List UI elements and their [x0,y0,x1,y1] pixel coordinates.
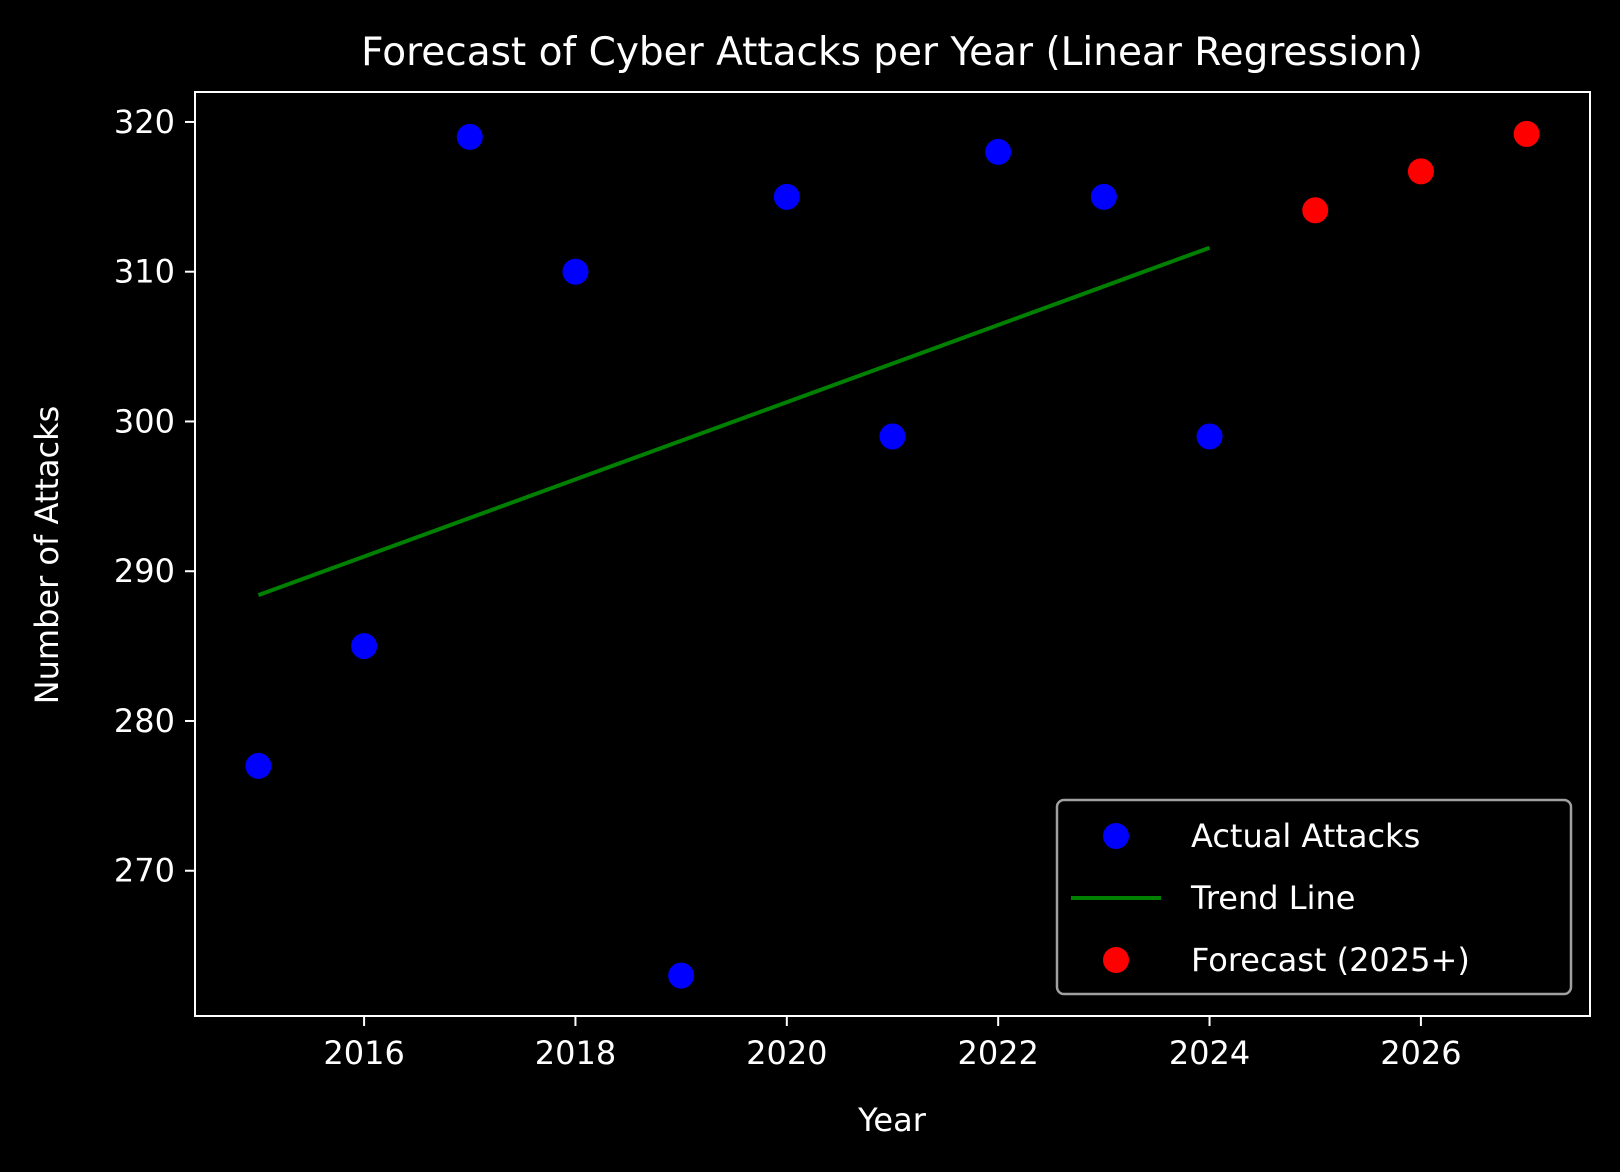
x-tick-label-2026: 2026 [1380,1034,1461,1072]
y-tick-label-280: 280 [114,702,175,740]
legend: Actual Attacks Trend Line Forecast (2025+) [1055,798,1573,996]
y-tick-label-290: 290 [114,552,175,590]
actual-point-2020 [773,183,800,210]
actual-point-2017 [456,123,483,150]
forecast-point-2026 [1407,158,1434,185]
actual-point-2024 [1196,423,1223,450]
axes-frame [194,91,1591,1017]
legend-forecast-marker [1103,947,1129,973]
x-tick-label-2022: 2022 [957,1034,1038,1072]
plot-area [245,120,1540,989]
y-axis-label: Number of Attacks [28,406,66,705]
x-tick-label-2024: 2024 [1169,1034,1250,1072]
legend-label-1: Trend Line [1190,879,1355,917]
x-tick-label-2016: 2016 [323,1034,404,1072]
actual-point-2019 [668,962,695,989]
actual-point-2016 [351,633,378,660]
actual-point-2015 [245,752,272,779]
forecast-point-2025 [1302,197,1329,224]
y-tick-label-320: 320 [114,103,175,141]
x-tick-label-2018: 2018 [535,1034,616,1072]
actual-point-2023 [1090,183,1117,210]
actual-point-2018 [562,258,589,285]
forecast-point-2027 [1513,120,1540,147]
chart-title: Forecast of Cyber Attacks per Year (Line… [361,30,1423,75]
y-tick-label-310: 310 [114,253,175,291]
axes: 2016 2018 2020 2022 2024 2026 270 280 290 300 310 3… [114,91,1591,1072]
y-tick-label-270: 270 [114,852,175,890]
legend-label-0: Actual Attacks [1191,817,1420,855]
x-axis-label: Year [857,1101,927,1139]
actual-point-2022 [985,138,1012,165]
legend-actual-marker [1103,823,1129,849]
actual-point-2021 [879,423,906,450]
y-tick-label-300: 300 [114,402,175,440]
legend-box [1055,798,1573,996]
x-tick-label-2020: 2020 [746,1034,827,1072]
legend-label-2: Forecast (2025+) [1191,941,1470,979]
trend-line [257,245,1211,598]
